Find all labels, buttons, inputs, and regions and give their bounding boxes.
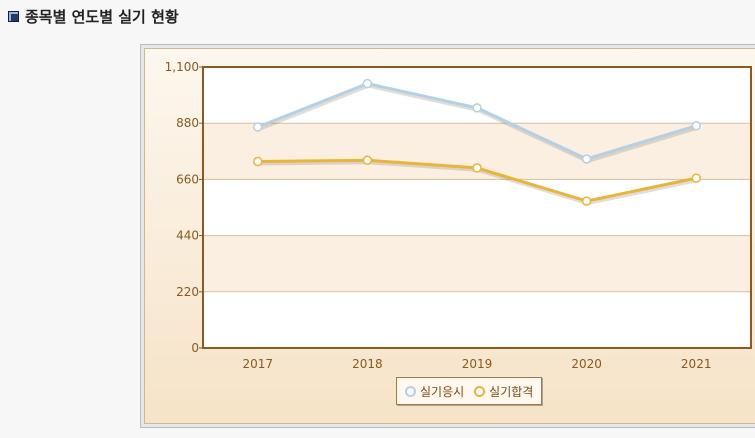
data-point-0-2 <box>472 103 482 113</box>
grid-band <box>203 291 751 348</box>
grid-band <box>203 235 751 292</box>
y-tick-label: 880 <box>176 116 199 130</box>
data-point-0-0 <box>253 122 263 132</box>
legend-item-attempt: 실기응시 <box>405 383 464 400</box>
legend-item-pass: 실기합격 <box>474 383 533 400</box>
y-tick-label: 1,100 <box>165 60 199 74</box>
data-point-0-4 <box>691 121 701 131</box>
plot-area <box>202 66 752 349</box>
grid-band <box>203 179 751 236</box>
x-tick-label: 2020 <box>571 357 602 371</box>
data-point-1-0 <box>253 156 263 167</box>
data-point-1-3 <box>581 196 592 206</box>
y-tick-label: 660 <box>176 172 199 186</box>
header: 종목별 연도별 실기 현황 <box>8 4 179 28</box>
data-point-1-2 <box>472 163 482 173</box>
y-tick-label: 440 <box>176 229 199 243</box>
data-point-1-4 <box>691 173 701 183</box>
y-tick-label: 220 <box>176 285 199 299</box>
bullet-icon <box>8 10 19 22</box>
y-tick-label: 0 <box>191 341 199 355</box>
legend-marker-attempt <box>405 385 416 397</box>
legend-label-pass: 실기합격 <box>489 384 534 399</box>
data-point-0-3 <box>581 154 592 164</box>
x-tick-label: 2019 <box>462 357 493 371</box>
legend-marker-pass <box>474 385 486 397</box>
data-point-0-1 <box>362 78 373 89</box>
legend-label-attempt: 실기응시 <box>420 384 465 399</box>
legend: 실기응시 실기합격 <box>396 377 543 405</box>
data-point-1-1 <box>362 155 373 165</box>
x-tick-label: 2021 <box>681 357 712 371</box>
x-tick-label: 2018 <box>352 357 383 371</box>
page-title: 종목별 연도별 실기 현황 <box>25 7 179 26</box>
x-tick-label: 2017 <box>243 357 274 371</box>
